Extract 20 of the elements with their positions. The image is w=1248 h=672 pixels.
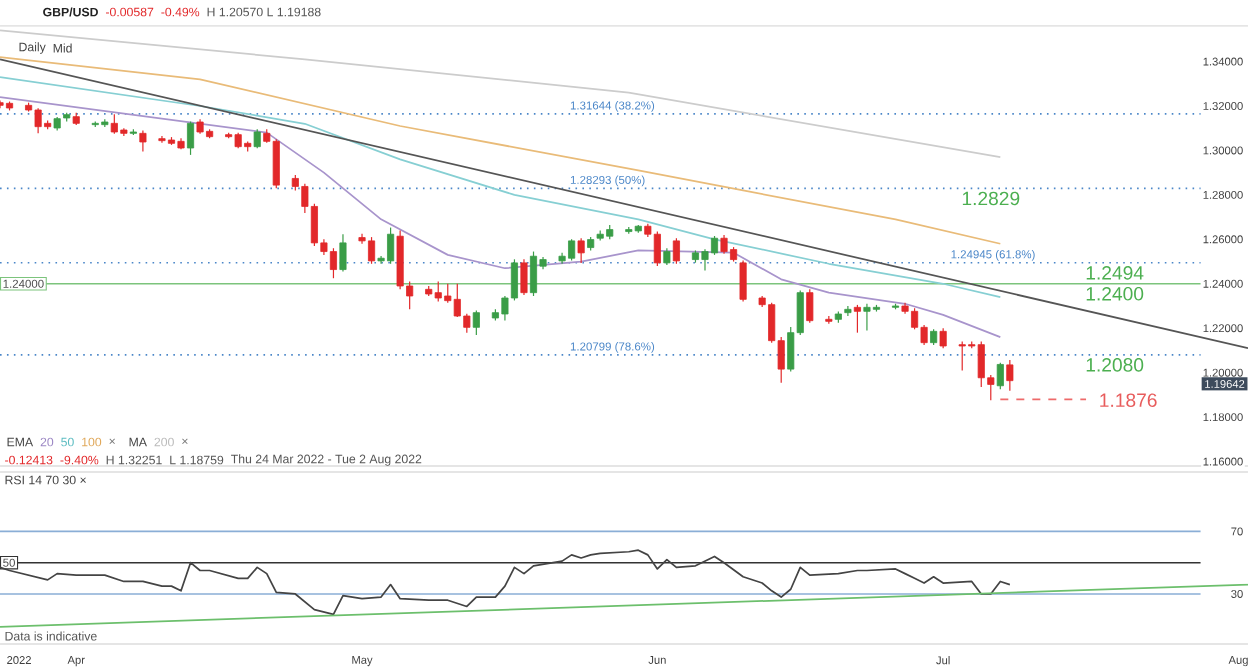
candlestick bbox=[139, 129, 147, 153]
candlestick bbox=[939, 327, 947, 349]
candlestick bbox=[853, 304, 861, 334]
annotation: 1.2494 bbox=[1086, 266, 1144, 280]
candlestick bbox=[186, 120, 195, 156]
candlestick bbox=[996, 362, 1004, 390]
candlestick bbox=[739, 259, 747, 303]
candlestick bbox=[577, 237, 585, 264]
annotation: 1.2080 bbox=[1086, 358, 1144, 372]
candlestick bbox=[472, 309, 480, 336]
candlestick bbox=[520, 258, 528, 296]
candlestick bbox=[339, 233, 347, 273]
candlestick bbox=[672, 237, 680, 265]
annotation: 1.1876 bbox=[1100, 393, 1157, 407]
candlestick bbox=[844, 305, 852, 317]
annotation: 1.2829 bbox=[962, 191, 1020, 206]
annotation: 1.2400 bbox=[1086, 287, 1144, 301]
candlestick bbox=[253, 128, 261, 149]
candlestick bbox=[806, 288, 814, 324]
candlestick bbox=[1006, 359, 1014, 392]
